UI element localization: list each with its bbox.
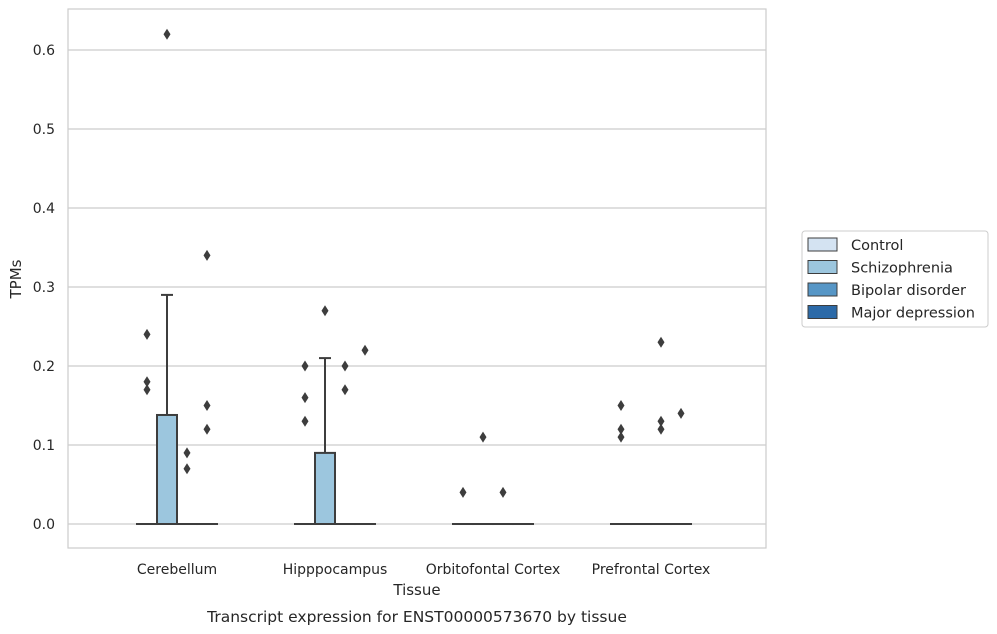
y-tick-label: 0.2 bbox=[33, 359, 55, 375]
legend-swatch bbox=[807, 260, 838, 274]
outlier-point bbox=[361, 344, 369, 356]
outlier-point bbox=[143, 384, 151, 396]
y-tick-label: 0.4 bbox=[33, 201, 55, 217]
outlier-point bbox=[203, 400, 211, 411]
plot-area-frame bbox=[67, 8, 767, 549]
outlier-point bbox=[301, 360, 309, 372]
outlier-point bbox=[163, 28, 171, 40]
box-cerebellum-bipolar-disorder bbox=[176, 447, 198, 526]
box-orbitofontal-cortex-control bbox=[452, 486, 474, 526]
legend-swatch bbox=[807, 237, 838, 252]
y-axis-ticks: 0.0 0.1 0.2 0.3 0.4 0.5 0.6 bbox=[33, 43, 55, 533]
outlier-point bbox=[301, 392, 309, 404]
box-prefrontal-cortex-bipolar-disorder bbox=[650, 336, 672, 526]
outlier-point bbox=[617, 431, 625, 443]
box-body bbox=[156, 413, 178, 526]
legend-label: Major depression bbox=[851, 306, 975, 322]
y-tick-label: 0.0 bbox=[33, 517, 55, 533]
gridlines bbox=[68, 49, 766, 525]
box-orbitofontal-cortex-bipolar-disorder bbox=[492, 486, 514, 526]
legend-items: Control Schizophrenia Bipolar disorder Majo… bbox=[807, 237, 975, 322]
x-tick-label: Hipppocampus bbox=[283, 562, 388, 578]
outlier-point bbox=[657, 336, 665, 348]
x-tick-label: Orbitofontal Cortex bbox=[426, 562, 561, 578]
y-tick-label: 0.1 bbox=[33, 438, 55, 454]
outlier-point bbox=[301, 415, 309, 427]
y-axis-label: TPMs bbox=[7, 259, 25, 299]
box-body bbox=[314, 451, 336, 525]
outlier-point bbox=[617, 423, 625, 435]
legend-swatch bbox=[807, 282, 838, 297]
legend-label: Control bbox=[851, 238, 903, 254]
legend-frame bbox=[801, 230, 989, 328]
box-hipppocampus-control bbox=[294, 360, 316, 526]
box-prefrontal-cortex-control bbox=[610, 400, 632, 526]
legend-swatch bbox=[807, 305, 838, 319]
legend-label: Bipolar disorder bbox=[851, 283, 966, 299]
outlier-point bbox=[203, 249, 211, 261]
box-prefrontal-cortex-major-depression bbox=[670, 407, 692, 526]
outlier-point bbox=[499, 486, 507, 498]
box-hipppocampus-schizophrenia bbox=[314, 305, 336, 525]
outlier-point bbox=[459, 486, 467, 498]
y-tick-label: 0.5 bbox=[33, 122, 55, 138]
y-tick-label: 0.6 bbox=[33, 43, 55, 59]
box-hipppocampus-major-depression bbox=[354, 344, 376, 526]
outlier-point bbox=[143, 376, 151, 388]
outlier-point bbox=[321, 305, 329, 317]
box-hipppocampus-bipolar-disorder bbox=[334, 360, 356, 526]
outlier-point bbox=[183, 447, 191, 459]
box-marks bbox=[136, 28, 692, 526]
x-axis-label: Tissue bbox=[392, 581, 440, 599]
legend-label: Schizophrenia bbox=[851, 261, 953, 277]
x-axis-ticks: Cerebellum Hipppocampus Orbitofontal Corte… bbox=[137, 562, 710, 578]
outlier-point bbox=[341, 360, 349, 372]
box-cerebellum-schizophrenia bbox=[156, 28, 178, 526]
outlier-point bbox=[617, 400, 625, 411]
outlier-point bbox=[183, 463, 191, 475]
outlier-point bbox=[677, 407, 685, 419]
chart-caption: Transcript expression for ENST0000057367… bbox=[206, 608, 627, 626]
outlier-point bbox=[341, 384, 349, 396]
outlier-point bbox=[143, 328, 151, 340]
y-tick-label: 0.3 bbox=[33, 280, 55, 296]
outlier-point bbox=[657, 423, 665, 435]
legend: Control Schizophrenia Bipolar disorder Majo… bbox=[801, 230, 989, 328]
outlier-point bbox=[657, 415, 665, 427]
outlier-point bbox=[203, 423, 211, 435]
x-tick-label: Prefrontal Cortex bbox=[592, 562, 711, 578]
box-cerebellum-control bbox=[136, 328, 158, 526]
box-cerebellum-major-depression bbox=[196, 249, 218, 526]
outlier-point bbox=[479, 431, 487, 443]
x-tick-label: Cerebellum bbox=[137, 562, 217, 578]
